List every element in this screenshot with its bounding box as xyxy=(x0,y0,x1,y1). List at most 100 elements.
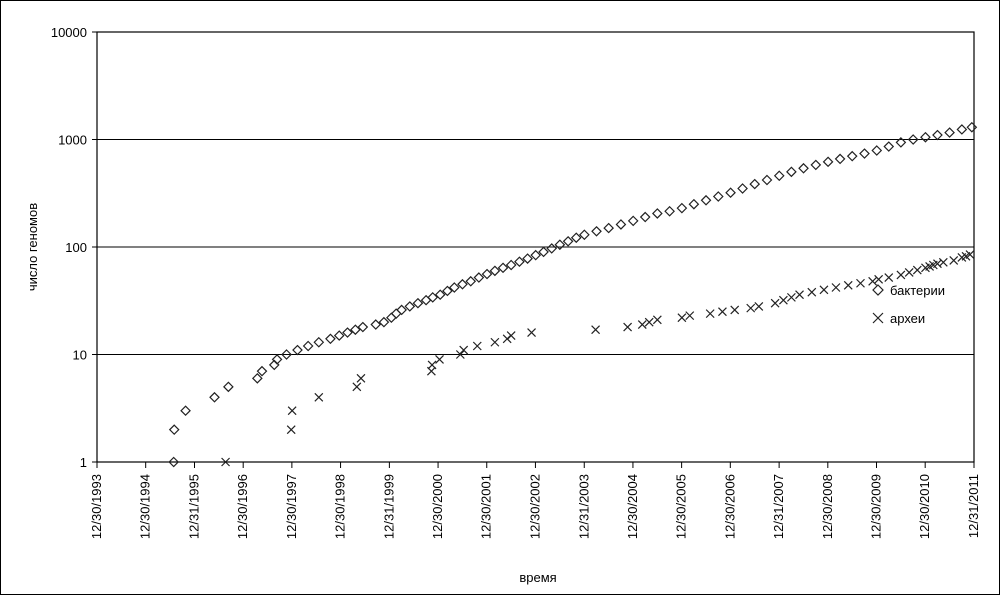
data-point xyxy=(737,183,748,194)
x-tick-label: 12/30/2009 xyxy=(868,474,883,539)
y-axis-title: число геномов xyxy=(25,203,40,291)
x-tick-label: 12/30/1996 xyxy=(235,474,250,539)
x-tick-label: 12/31/2007 xyxy=(771,474,786,539)
data-point xyxy=(956,124,968,135)
data-point xyxy=(912,265,922,275)
data-point xyxy=(856,278,865,288)
data-point xyxy=(342,327,353,338)
data-point xyxy=(819,285,829,295)
data-point xyxy=(333,330,345,341)
x-tick-label: 12/31/1999 xyxy=(381,474,396,539)
data-point xyxy=(530,249,542,261)
data-point xyxy=(271,354,283,365)
data-point xyxy=(427,292,439,303)
y-tick-label: 10000 xyxy=(51,25,87,40)
data-point xyxy=(209,391,220,403)
y-tick-label: 10 xyxy=(73,348,87,363)
data-point xyxy=(455,350,465,359)
data-point xyxy=(546,243,558,254)
data-point xyxy=(868,276,878,286)
data-point xyxy=(352,382,362,392)
data-point xyxy=(730,305,740,315)
data-point xyxy=(281,349,292,360)
x-tick-label: 12/30/2004 xyxy=(625,474,640,539)
plot-border xyxy=(96,31,975,463)
data-point xyxy=(313,336,325,348)
legend-marker-archaea xyxy=(872,312,884,324)
data-point xyxy=(843,280,853,290)
data-point xyxy=(754,302,764,311)
data-point xyxy=(489,265,501,277)
data-point xyxy=(514,256,525,268)
x-tick-label: 12/30/1997 xyxy=(284,474,299,539)
data-point xyxy=(770,298,780,308)
data-point xyxy=(859,148,870,159)
data-point xyxy=(591,325,601,335)
series-layer xyxy=(168,121,978,468)
data-point xyxy=(700,194,712,206)
data-point xyxy=(396,304,407,316)
data-point xyxy=(378,316,390,328)
data-point xyxy=(168,424,180,435)
data-point xyxy=(459,345,469,355)
x-tick-label: 12/30/2001 xyxy=(479,474,494,539)
x-axis-title: время xyxy=(519,570,556,585)
data-point xyxy=(570,232,582,244)
data-point xyxy=(554,239,566,251)
data-point xyxy=(287,406,297,416)
data-point xyxy=(884,273,894,282)
data-point xyxy=(223,381,234,393)
legend-marker-bacteria xyxy=(872,284,884,296)
data-point xyxy=(637,320,647,329)
data-point xyxy=(896,270,906,280)
legend: бактерии археи xyxy=(872,283,945,326)
data-point xyxy=(639,211,651,223)
data-point xyxy=(465,275,477,287)
data-point xyxy=(562,235,574,247)
data-point xyxy=(798,162,809,174)
data-point xyxy=(651,208,663,219)
data-point xyxy=(831,283,841,292)
data-point xyxy=(883,141,895,152)
data-point xyxy=(302,340,314,352)
data-point xyxy=(256,365,268,377)
data-point xyxy=(786,166,797,178)
data-point xyxy=(505,259,517,271)
data-point xyxy=(627,215,639,227)
data-point xyxy=(370,319,382,330)
data-point xyxy=(685,311,695,321)
data-point xyxy=(725,187,736,199)
data-point xyxy=(527,328,536,337)
data-point xyxy=(506,331,516,340)
legend-label-archaea: археи xyxy=(890,311,925,326)
data-point xyxy=(749,178,761,190)
data-point xyxy=(579,229,590,241)
x-tick-label: 12/31/2011 xyxy=(966,474,981,538)
x-tick-label: 12/30/2008 xyxy=(820,474,835,539)
data-point xyxy=(292,344,303,356)
x-tick-label: 12/30/1993 xyxy=(89,474,104,539)
series-archaea xyxy=(221,250,975,467)
data-point xyxy=(623,322,633,332)
data-point xyxy=(778,295,788,305)
data-point xyxy=(795,290,804,300)
data-point xyxy=(746,303,756,313)
data-point xyxy=(938,257,948,267)
data-point xyxy=(920,131,931,143)
data-point xyxy=(932,129,943,141)
data-point xyxy=(834,153,846,165)
y-tick-label: 1000 xyxy=(58,133,87,148)
data-point xyxy=(435,354,444,364)
data-point xyxy=(168,456,180,468)
data-point xyxy=(522,253,533,264)
data-point xyxy=(314,392,324,402)
x-axis-ticks: 12/30/1993 12/30/1994 12/31/1995 12/30/1996… xyxy=(89,462,981,539)
data-point xyxy=(538,246,549,258)
data-point xyxy=(965,250,975,260)
data-point xyxy=(949,256,959,265)
data-point xyxy=(895,137,907,148)
x-tick-label: 12/30/2002 xyxy=(527,474,542,539)
gridlines xyxy=(97,139,974,355)
x-tick-label: 12/30/1998 xyxy=(333,474,348,539)
